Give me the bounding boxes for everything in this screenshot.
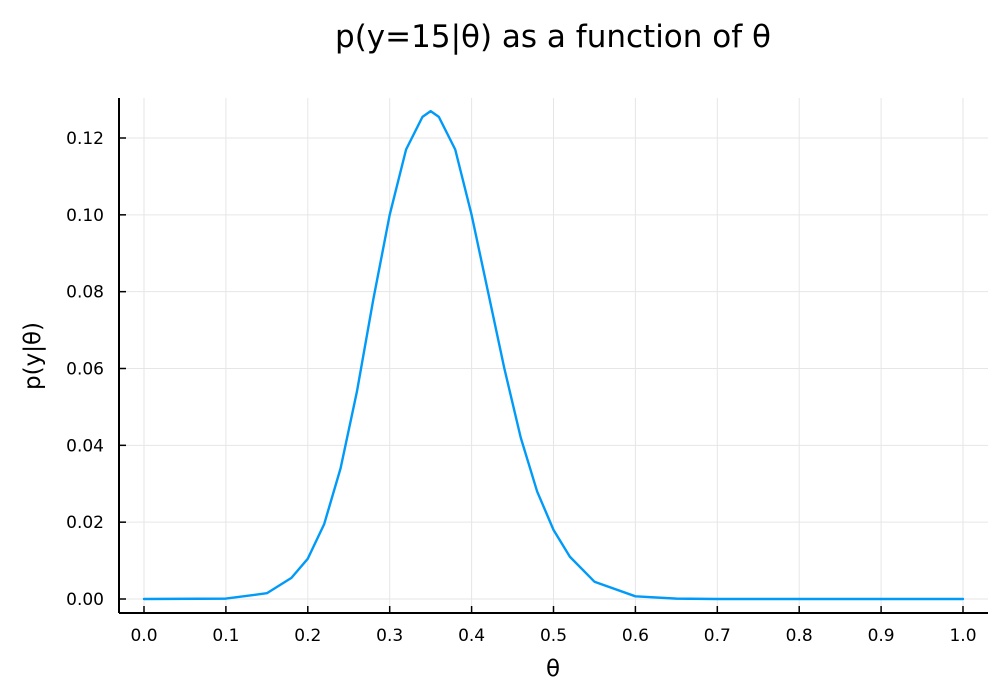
x-tick-label: 0.4 (458, 626, 485, 646)
x-tick-label: 0.5 (540, 626, 567, 646)
y-tick-label: 0.08 (66, 283, 104, 303)
plot-area (142, 109, 965, 601)
series-line (142, 109, 965, 601)
x-axis: 0.0 0.1 0.2 0.3 0.4 0.5 0.6 0.7 0.8 0.9 1.0 (130, 606, 977, 646)
x-axis-label: θ (546, 656, 560, 682)
x-tick-label: 0.6 (622, 626, 649, 646)
y-tick-label: 0.12 (66, 129, 104, 149)
y-tick-label: 0.10 (66, 206, 104, 226)
x-tick-label: 0.2 (294, 626, 321, 646)
x-tick-label: 0.0 (130, 626, 157, 646)
x-tick-label: 0.1 (212, 626, 239, 646)
y-tick-label: 0.04 (66, 436, 104, 456)
y-tick-label: 0.00 (66, 590, 104, 610)
x-tick-label: 0.7 (704, 626, 731, 646)
x-tick-label: 0.9 (868, 626, 895, 646)
y-tick-label: 0.02 (66, 513, 104, 533)
x-tick-label: 0.8 (786, 626, 813, 646)
x-tick-label: 1.0 (949, 626, 976, 646)
chart-title: p(y=15|θ) as a function of θ (335, 19, 771, 55)
y-axis: 0.00 0.02 0.04 0.06 0.08 0.10 0.12 (66, 129, 126, 610)
y-tick-label: 0.06 (66, 360, 104, 380)
y-axis-label: p(y|θ) (20, 322, 46, 390)
x-tick-label: 0.3 (376, 626, 403, 646)
grid (119, 98, 988, 613)
